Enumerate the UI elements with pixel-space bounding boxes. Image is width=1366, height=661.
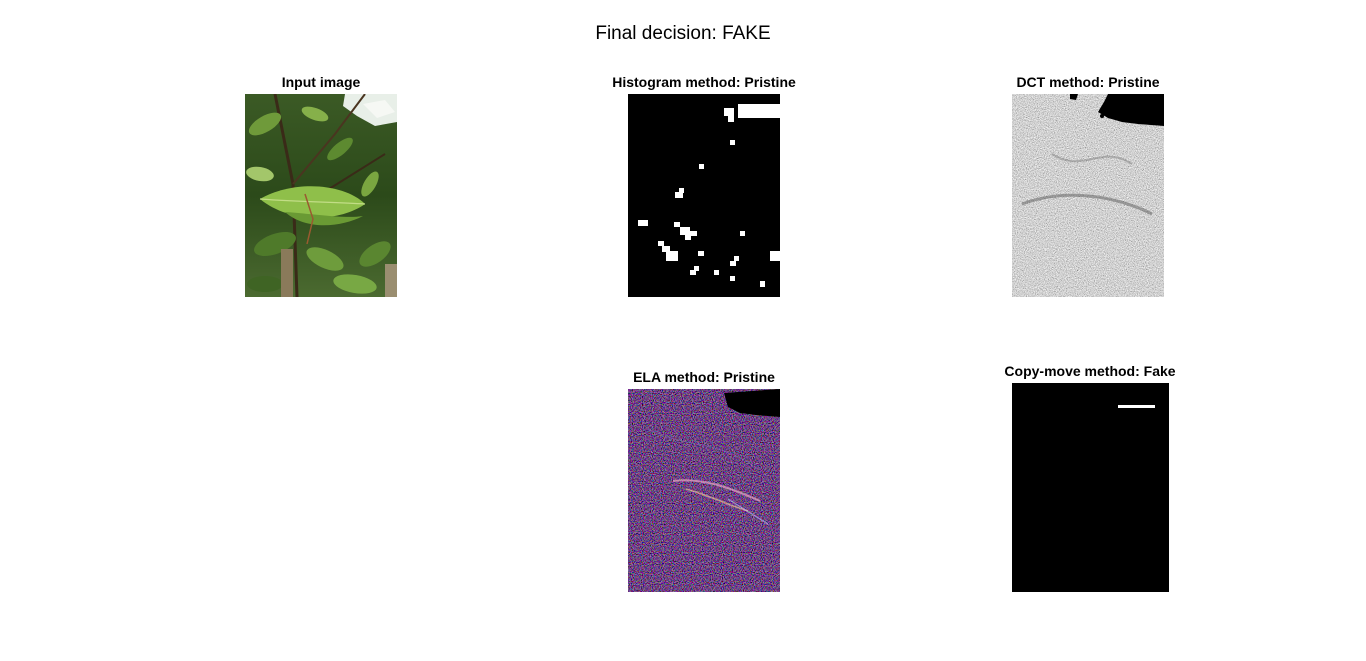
histogram-method-map <box>628 94 780 297</box>
ela-method-title: ELA method: Pristine <box>633 369 775 385</box>
dct-method-title: DCT method: Pristine <box>1016 74 1160 90</box>
histogram-method-title: Histogram method: Pristine <box>612 74 796 90</box>
dct-method-map <box>1012 94 1164 297</box>
copy-move-method-title: Copy-move method: Fake <box>1004 363 1176 379</box>
copy-move-method-map <box>1012 383 1169 592</box>
figure-title: Final decision: FAKE <box>595 23 771 44</box>
input-image <box>245 94 397 297</box>
input-image-title: Input image <box>281 74 361 90</box>
ela-method-map <box>628 389 780 592</box>
